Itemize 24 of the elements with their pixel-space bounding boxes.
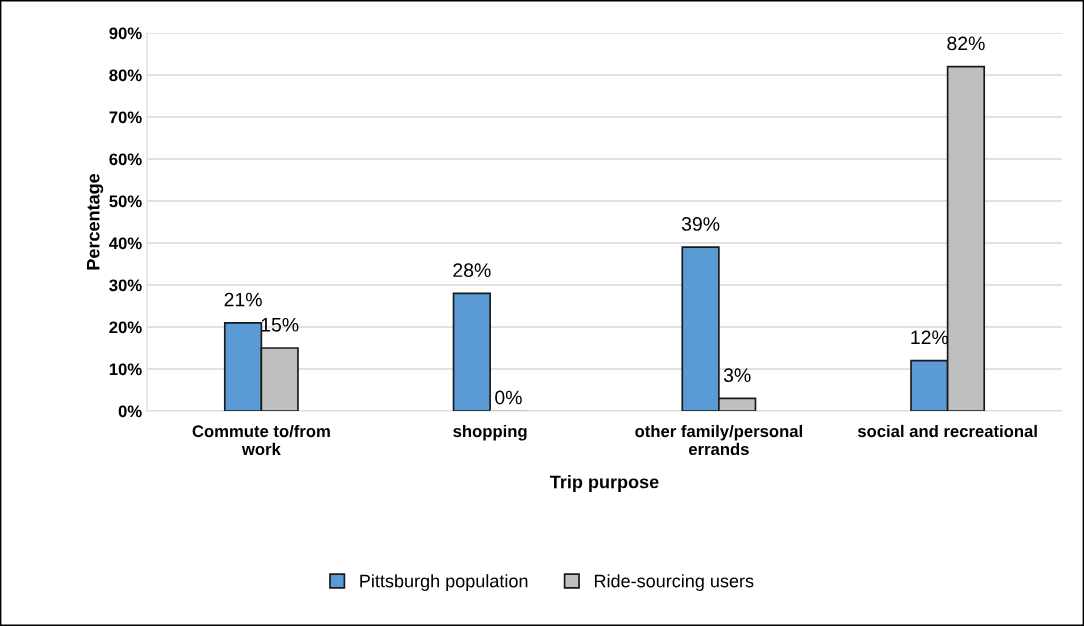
x-tick-label: social and recreational	[857, 424, 1037, 438]
x-tick-label: Commute to/from work	[192, 424, 330, 456]
x-tick-label: other family/personal errands	[635, 424, 802, 456]
y-tick-label: 20%	[109, 321, 142, 334]
data-label: 28%	[453, 263, 491, 278]
y-tick-label: 50%	[109, 195, 142, 208]
y-tick-label: 40%	[109, 237, 142, 250]
y-tick-label: 10%	[109, 363, 142, 376]
data-label: 82%	[947, 36, 985, 51]
data-label: 0%	[495, 390, 522, 405]
legend-label: Ride-sourcing users	[594, 574, 754, 591]
y-tick-label: 30%	[109, 279, 142, 292]
y-tick-label: 70%	[109, 111, 142, 124]
data-label: 39%	[681, 217, 720, 231]
y-tick-label: 0%	[118, 405, 142, 418]
y-tick-label: 90%	[109, 27, 142, 40]
data-label: 21%	[224, 292, 262, 307]
legend-label: Pittsburgh population	[360, 574, 528, 591]
y-tick-label: 80%	[109, 69, 142, 82]
x-tick-label: shopping	[453, 424, 527, 441]
data-label: 3%	[723, 368, 751, 383]
x-axis-title: Trip purpose	[550, 475, 659, 492]
y-axis-title: Percentage	[86, 173, 104, 270]
y-tick-label: 60%	[109, 153, 142, 166]
